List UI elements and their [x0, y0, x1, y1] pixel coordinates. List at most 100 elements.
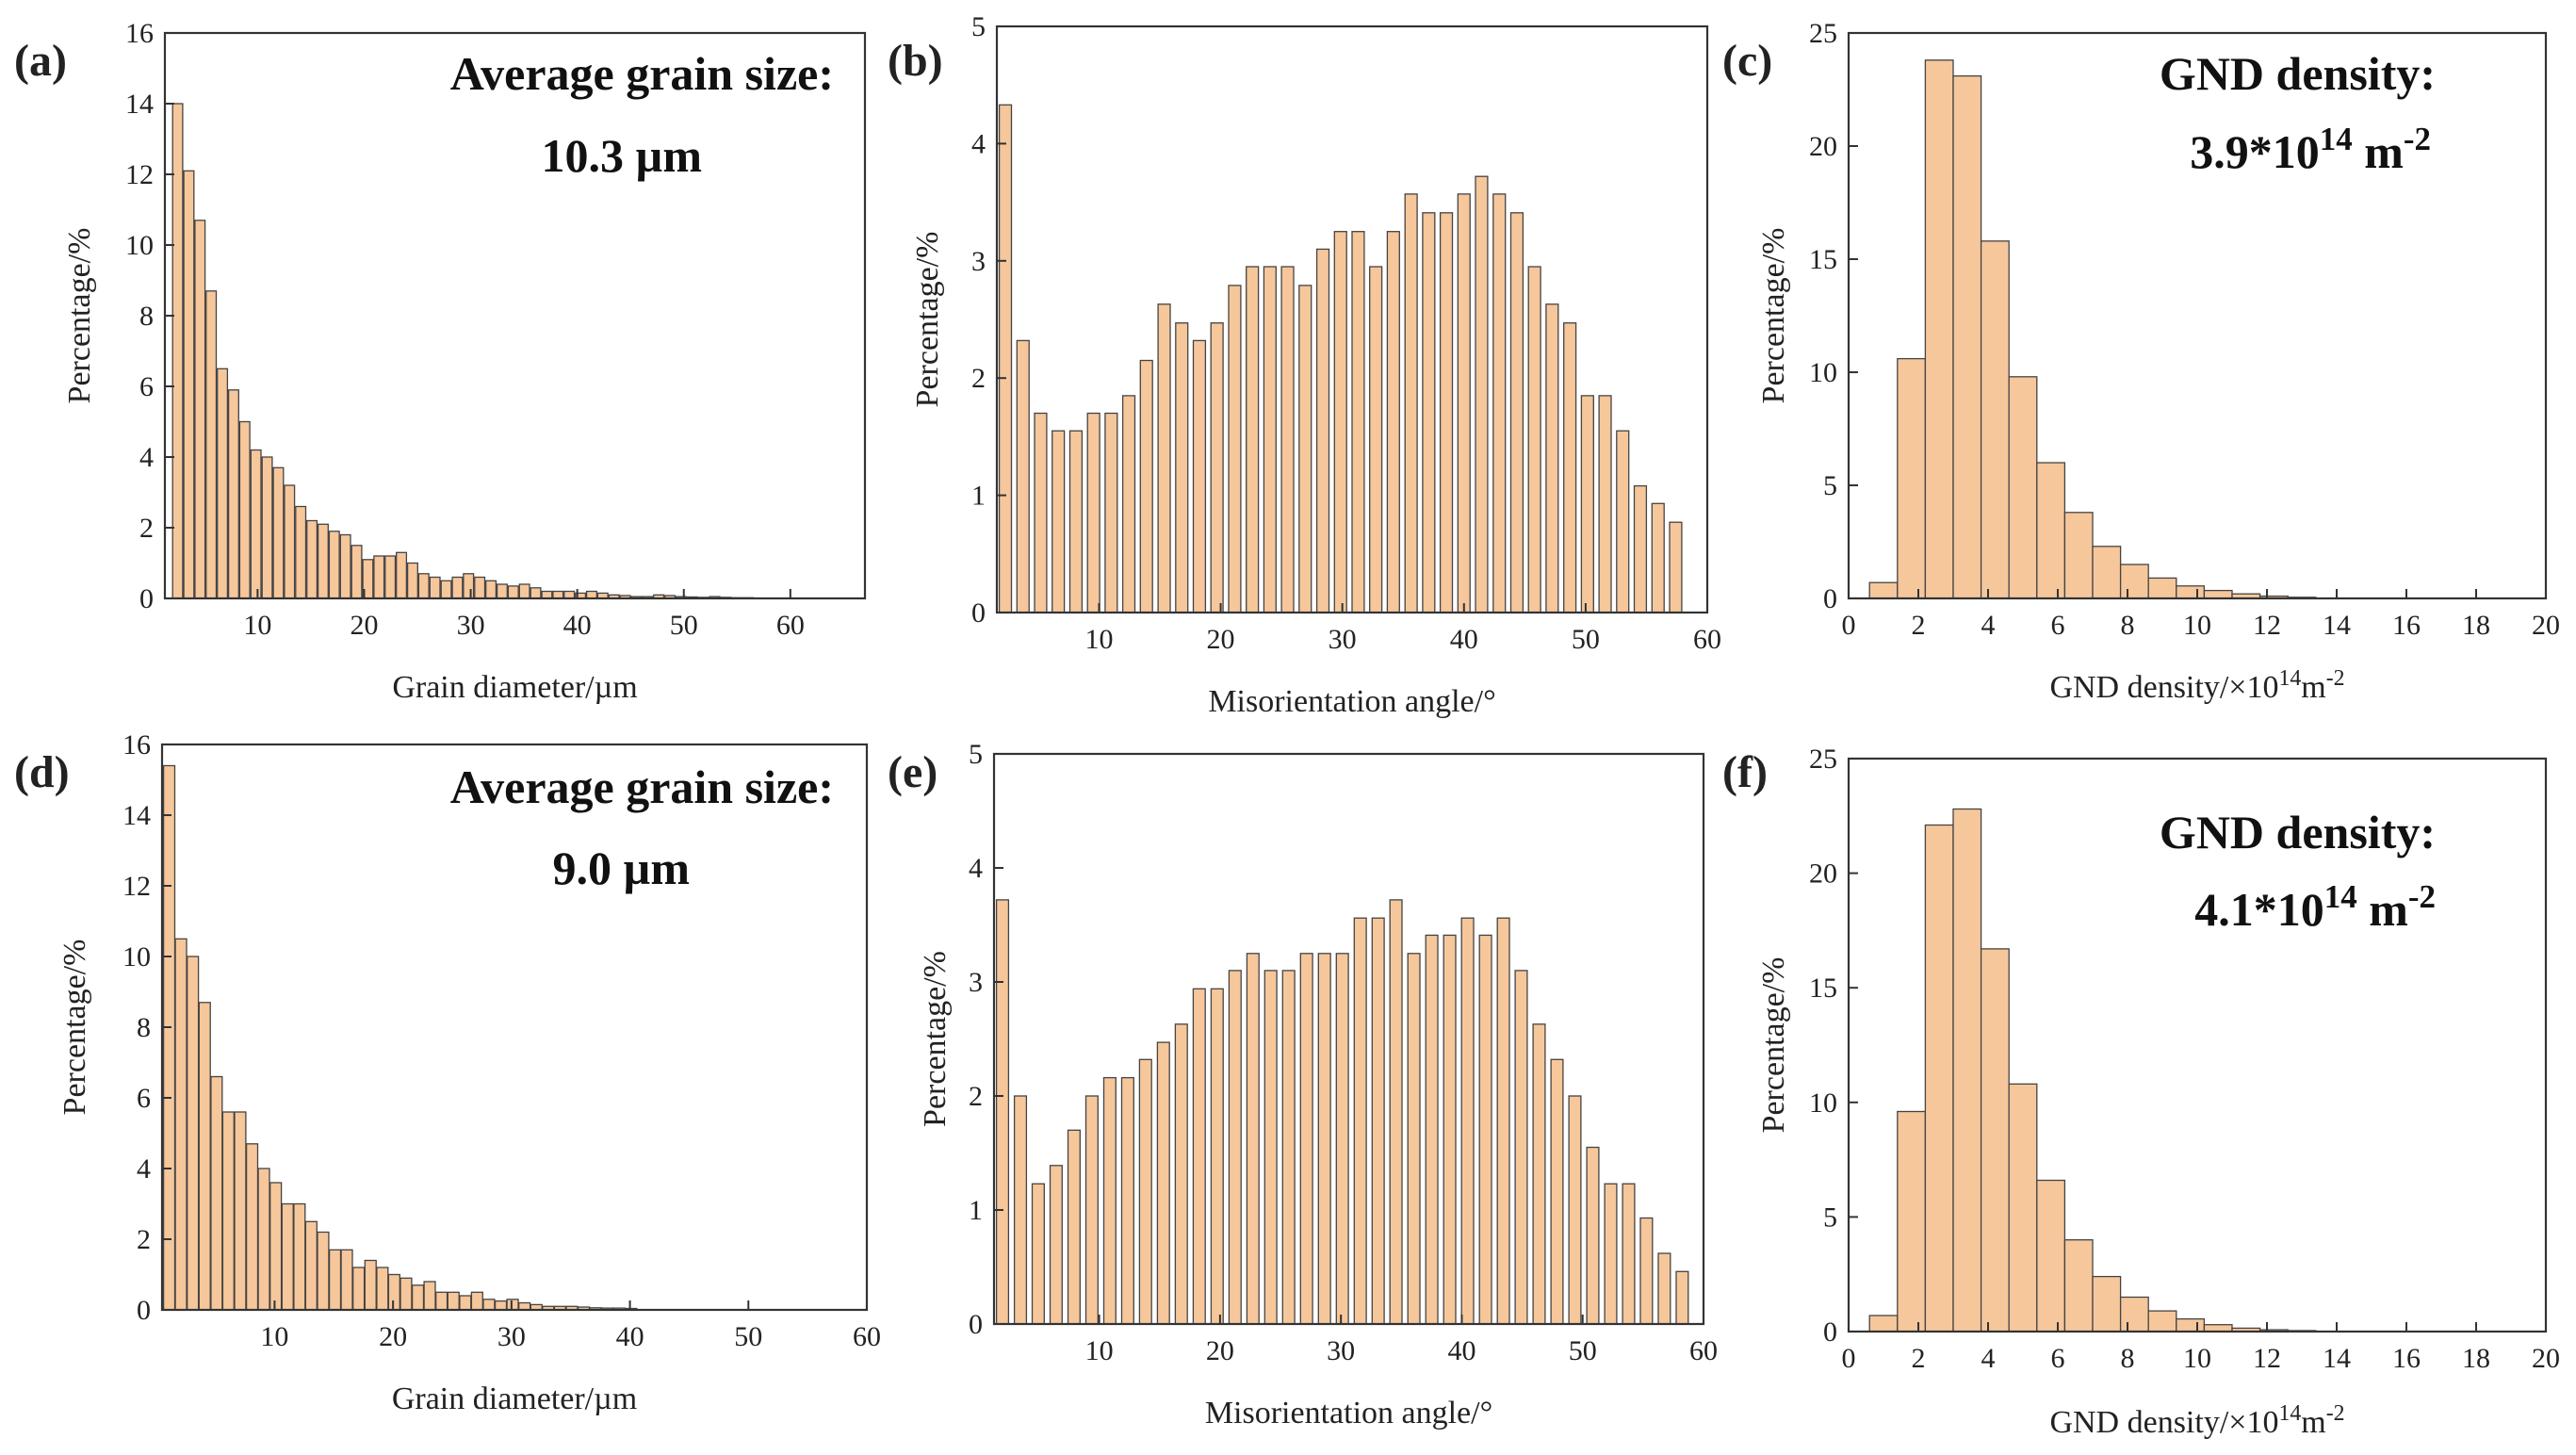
bar	[2008, 1083, 2038, 1332]
bar	[1457, 193, 1471, 613]
bar	[2119, 1296, 2149, 1332]
bar	[295, 505, 307, 599]
bar	[384, 555, 397, 599]
x-tick-label: 6	[2051, 1343, 2065, 1374]
bar	[417, 573, 430, 599]
bar	[1049, 1165, 1063, 1325]
bar	[272, 466, 285, 599]
plot-frame	[992, 752, 1705, 1326]
x-tick-label: 2	[1912, 610, 1926, 641]
bar	[261, 456, 273, 599]
bar	[1616, 430, 1630, 613]
y-tick-label: 14	[122, 800, 151, 831]
bar	[1034, 412, 1048, 613]
x-tick-label: 12	[2253, 1343, 2281, 1374]
panel-label: (c)	[1722, 36, 1772, 86]
bar	[1496, 917, 1510, 1325]
bar	[1443, 934, 1457, 1325]
bar	[1102, 1076, 1117, 1325]
bar	[2203, 589, 2233, 599]
bar	[1192, 988, 1206, 1325]
x-tick-label: 18	[2462, 1343, 2490, 1374]
bar	[1586, 1146, 1600, 1325]
bar	[1067, 1129, 1081, 1325]
bar	[306, 519, 318, 599]
x-tick-label: 50	[670, 610, 698, 641]
chart-panel-a: 10 20 30 40 50 60 0 2 4 6 8 10 12 14 16 Grain diameter/…	[14, 18, 867, 705]
bar	[2092, 546, 2122, 599]
bar	[396, 551, 408, 599]
annotation-text: 3.9*1014 m-2	[2190, 121, 2431, 179]
bar	[217, 368, 229, 599]
bar	[227, 389, 239, 599]
bar	[171, 103, 184, 599]
bar	[364, 1259, 377, 1311]
panel-label: (e)	[888, 747, 937, 797]
y-tick-label: 12	[122, 871, 151, 902]
y-tick-label: 8	[139, 301, 154, 332]
bar	[2147, 577, 2177, 599]
bar	[351, 545, 363, 599]
bar	[1315, 248, 1330, 613]
y-tick-label: 1	[969, 1195, 983, 1226]
y-tick-label: 0	[971, 597, 986, 629]
bar	[563, 590, 576, 599]
bar	[317, 523, 329, 599]
x-axis-label: GND density/×1014m-2	[2049, 666, 2344, 705]
bar	[1622, 1183, 1636, 1325]
bar	[1210, 322, 1224, 613]
y-tick-label: 20	[1809, 858, 1837, 890]
bar	[198, 1002, 211, 1311]
chart-panel-e: 10 20 30 40 50 60 0 1 2 3 4 5 Misorientation angle/°…	[888, 739, 1718, 1430]
y-tick-label: 0	[1823, 1316, 1837, 1348]
bar	[339, 533, 351, 599]
bar	[1657, 1252, 1671, 1325]
x-tick-label: 8	[2121, 1343, 2135, 1374]
bar	[1568, 1095, 1582, 1325]
bar	[174, 938, 187, 1311]
bar	[1052, 430, 1066, 613]
bar	[585, 590, 597, 599]
chart-panel-c: 0 2 4 6 8 10 12 14 16 18 20 0 5 10 15 20 25 GND density/×…	[1722, 18, 2560, 705]
bar	[1439, 212, 1454, 613]
bar	[1246, 266, 1260, 613]
bar	[459, 1295, 472, 1311]
x-tick-label: 30	[457, 610, 485, 641]
bar	[317, 1231, 330, 1311]
x-tick-label: 60	[1689, 1335, 1718, 1366]
bar	[194, 220, 206, 599]
bar	[250, 449, 262, 599]
bar	[1924, 824, 1954, 1332]
bar	[518, 583, 530, 599]
y-tick-label: 12	[125, 159, 154, 190]
bar	[1404, 193, 1418, 613]
bar	[1389, 899, 1403, 1325]
bar	[210, 1075, 223, 1311]
bar	[1952, 808, 1982, 1332]
y-tick-label: 5	[969, 739, 983, 770]
bar	[1192, 339, 1207, 613]
bar	[411, 1284, 425, 1311]
y-tick-label: 5	[971, 11, 986, 42]
x-tick-label: 4	[1981, 610, 1996, 641]
bar	[1157, 303, 1171, 613]
bar	[269, 1182, 283, 1311]
bar	[1924, 59, 1954, 599]
x-tick-label: 16	[2392, 1343, 2421, 1374]
x-tick-label: 10	[1084, 624, 1113, 655]
bar	[1246, 953, 1260, 1325]
bar	[2063, 512, 2094, 599]
x-tick-label: 40	[616, 1321, 644, 1352]
y-tick-label: 2	[969, 1081, 983, 1112]
y-tick-label: 4	[969, 853, 983, 884]
bar	[1669, 521, 1683, 613]
bar	[221, 1111, 235, 1311]
bar	[1550, 1058, 1564, 1325]
x-tick-label: 50	[734, 1321, 762, 1352]
bar	[1264, 970, 1278, 1325]
bar	[1139, 359, 1153, 613]
bar	[1371, 917, 1385, 1325]
panel-label: (a)	[14, 36, 67, 86]
bar	[1952, 74, 1982, 599]
y-tick-label: 16	[125, 18, 154, 49]
